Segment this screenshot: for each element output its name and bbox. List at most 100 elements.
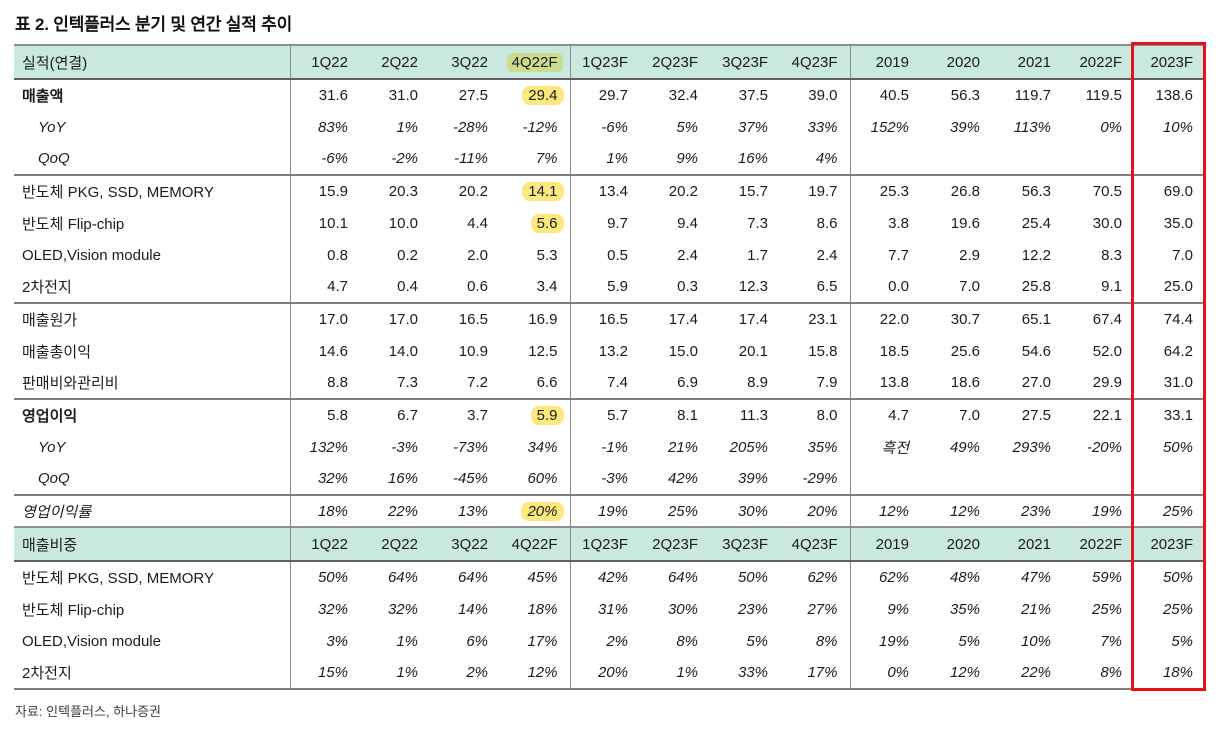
column-header-text: 2Q22 [381,53,418,71]
value-text: 18% [1162,664,1193,681]
table-row: 매출원가 17.0 17.0 16.5 16.9 16.5 17.4 17.4 23.1 22.0… [14,302,1205,335]
value-text: 21% [1020,600,1051,618]
value-cell: 42% [569,561,640,593]
row-label: 2차전지 [22,665,72,682]
value-text: 15.0 [668,342,698,360]
value-cell: 2% [569,625,640,657]
table-row: 영업이익률 18% 22% 13% 20% 19% 25% 30% 20% 12% 12% 23% 19… [14,494,1205,527]
value-cell: 15.7 [710,174,780,207]
value-text: 0.0 [888,278,909,295]
value-cell [1063,463,1134,495]
value-cell: 37.5 [710,79,780,111]
value-text: 0.3 [677,278,698,295]
value-text: 3.7 [467,407,488,424]
value-text: 74.4 [1163,311,1193,328]
column-header-text: 2Q23F [652,53,698,71]
value-text: 30.7 [950,311,980,328]
value-text: -12% [522,118,558,136]
table-row: 영업이익 5.8 6.7 3.7 5.9 5.7 8.1 11.3 8.0 4.7 7.0 27.5 2… [14,398,1205,431]
value-cell: 15.8 [780,335,850,367]
value-cell: 34% [500,431,570,463]
row-label: QoQ [38,470,70,487]
value-cell: 32% [360,593,430,625]
value-cell: 7.9 [780,367,850,399]
value-text: 19.7 [808,183,838,200]
value-text: 6.6 [536,374,558,391]
column-header-text: 4Q22F [506,52,563,72]
value-text: -1% [601,438,628,456]
value-cell: 33% [710,657,780,689]
value-cell: 3.7 [430,398,500,431]
value-cell: 29.9 [1063,367,1134,399]
value-cell: 22.0 [849,302,921,335]
value-text: 50% [1162,438,1193,456]
value-text: 50% [317,569,348,586]
value-cell: 30% [710,494,780,527]
value-text: 4% [815,150,838,167]
value-text: 34% [527,438,558,456]
value-cell: 7.0 [1134,239,1205,271]
value-cell: 16.5 [569,302,640,335]
value-cell: -73% [430,431,500,463]
column-header: 1Q22 [289,44,360,80]
value-text: 7.2 [467,374,488,391]
value-cell: 1% [360,111,430,143]
value-cell: 54.6 [992,335,1063,367]
value-text: 23% [1020,502,1051,520]
value-text: 25.4 [1021,214,1051,232]
value-text: 25% [1162,502,1193,520]
value-text: 5.8 [327,407,348,424]
value-text: 16% [737,150,768,167]
value-text: 3% [326,632,348,650]
table-row: 판매비와관리비 8.8 7.3 7.2 6.6 7.4 6.9 8.9 7.9 13.8 18.6 2… [14,367,1205,399]
value-text: -3% [391,438,418,456]
value-cell: 7.3 [360,367,430,399]
value-cell: -3% [360,431,430,463]
value-cell: 31% [569,593,640,625]
value-text: 20.3 [388,183,418,200]
value-cell: 52.0 [1063,335,1134,367]
value-text: 7.0 [959,407,980,424]
value-cell: 8% [640,625,710,657]
column-header-text: 4Q22F [511,535,558,553]
value-cell: 1% [640,657,710,689]
value-cell: 2.4 [780,239,850,271]
value-text: 9.7 [607,214,628,232]
value-text: 14.1 [522,182,564,201]
value-text: 23% [737,600,768,618]
column-header-text: 2021 [1017,53,1051,71]
value-cell: 1% [360,657,430,689]
value-cell: 27% [780,593,850,625]
value-text: 16.5 [598,311,628,328]
value-cell: 25.0 [1134,271,1205,303]
value-text: 59% [1091,569,1122,586]
value-text: 2% [466,664,488,681]
value-cell: 10% [1134,111,1205,143]
value-cell: 17.0 [360,302,430,335]
value-cell: 10.0 [360,207,430,239]
value-text: 20% [807,502,838,520]
value-text: 19% [878,632,909,650]
value-text: 20% [597,664,628,681]
value-text: 7.9 [816,374,838,391]
value-text: 5.9 [607,278,628,295]
value-cell [992,463,1063,495]
value-cell: 17% [500,625,570,657]
value-text: -6% [321,150,348,167]
value-cell: 48% [921,561,992,593]
value-text: 25.8 [1021,278,1051,295]
value-cell: 27.0 [992,367,1063,399]
value-cell: -12% [500,111,570,143]
value-text: 18% [527,600,558,618]
value-cell: 20% [780,494,850,527]
value-cell: 19% [849,625,921,657]
value-cell: 14% [430,593,500,625]
value-cell: 45% [500,561,570,593]
value-cell: 5.9 [500,398,570,431]
row-label: OLED,Vision module [22,632,161,650]
value-cell: 9% [640,143,710,175]
value-text: 33% [807,118,838,136]
value-cell: 15.9 [289,174,360,207]
value-cell: 6.7 [360,398,430,431]
value-cell: 13.8 [849,367,921,399]
